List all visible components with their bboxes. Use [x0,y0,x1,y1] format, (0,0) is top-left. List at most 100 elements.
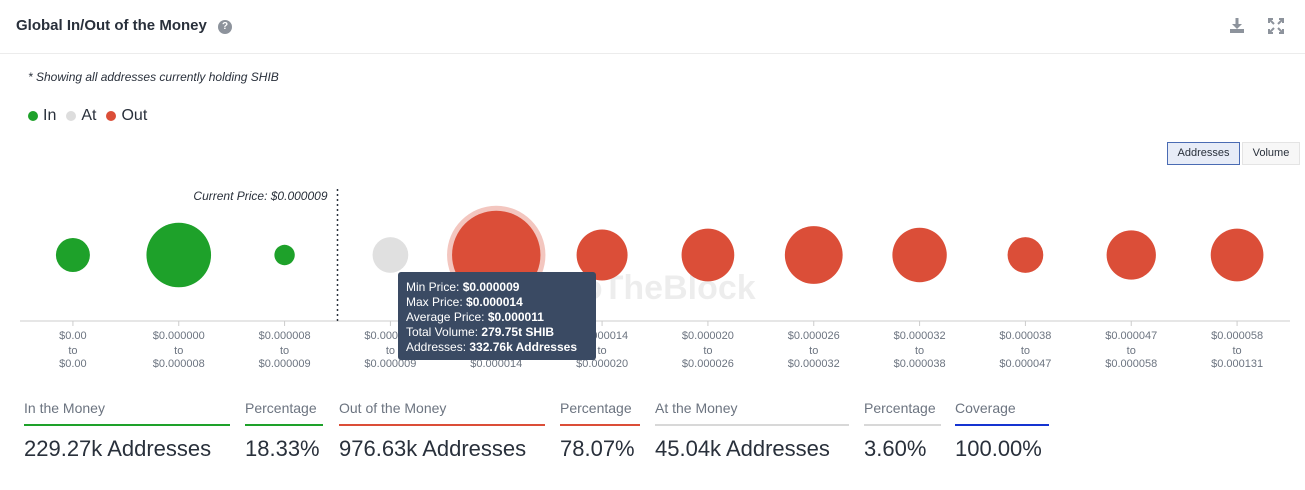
legend-label-in: In [43,107,57,124]
stat-in-the-money: In the Money 229.27k Addresses [24,400,230,462]
bubble-at [372,237,409,273]
stat-at-percentage: Percentage 3.60% [864,400,941,462]
stat-bar [560,424,640,426]
tick-label-to-word: to [809,345,818,357]
stat-value: 3.60% [864,436,927,461]
bubble-out [1210,228,1264,282]
stat-value: 78.07% [560,436,635,461]
bubble-out [892,227,947,283]
stat-bar [955,424,1049,426]
card-title: Global In/Out of the Money [16,17,207,34]
bubble-in [55,238,90,272]
bubble-out [1106,230,1156,280]
stat-label: Percentage [864,400,936,416]
volume-toggle-button[interactable]: Volume [1242,142,1300,165]
stat-coverage: Coverage 100.00% [955,400,1049,462]
tick-label-from: $0.00 [59,330,87,342]
tooltip-volume-value: 279.75t SHIB [481,325,555,339]
stat-bar [245,424,323,426]
tooltip-min-label: Min Price: [406,280,460,294]
bubble-in [146,222,212,288]
tick-label-to: $0.000009 [259,358,311,370]
expand-icon[interactable] [1267,17,1285,35]
tooltip-volume-label: Total Volume: [406,325,479,339]
stat-bar [655,424,849,426]
tooltip-avg-label: Average Price: [406,310,485,324]
tick-label-to: $0.000009 [364,358,416,370]
tooltip-avg-value: $0.000011 [487,310,544,324]
tick-label-to-word: to [174,345,183,357]
tick-label-to-word: to [597,345,606,357]
stat-value: 229.27k Addresses [24,436,212,461]
holding-note: * Showing all addresses currently holdin… [28,70,279,84]
stat-out-percentage: Percentage 78.07% [560,400,640,462]
tooltip-addresses-label: Addresses: [406,340,467,354]
tooltip-max-value: $0.000014 [466,295,523,309]
tooltip-addresses-value: 332.76k Addresses [469,340,578,354]
tick-label-to-word: to [280,345,289,357]
stat-label: Percentage [245,400,317,416]
addresses-toggle-button[interactable]: Addresses [1167,142,1240,165]
tick-label-to-word: to [1127,345,1136,357]
tick-label-from: $0.000047 [1105,330,1157,342]
legend-label-out: Out [121,107,148,124]
stat-bar [339,424,545,426]
stat-at-the-money: At the Money 45.04k Addresses [655,400,849,462]
tick-label-to: $0.000008 [153,358,205,370]
tooltip-min-value: $0.000009 [462,280,520,294]
tick-label-to-word: to [915,345,924,357]
question-circle-icon[interactable]: ? [218,20,232,34]
chart-legend: In At Out [28,107,157,125]
tick-label-to: $0.000014 [470,358,522,370]
stat-label: In the Money [24,400,105,416]
tick-label-to-word: to [1021,345,1030,357]
legend-item-in[interactable]: In [28,107,56,125]
tick-label-to: $0.000047 [999,358,1051,370]
legend-label-at: At [81,107,97,124]
tooltip-max-label: Max Price: [406,295,463,309]
bubble-chart: IntoTheBlock$0.00to$0.00$0.000000to$0.00… [20,189,1290,370]
tick-label-to: $0.000038 [894,358,946,370]
tick-label-to: $0.000032 [788,358,840,370]
tick-label-to-word: to [386,345,395,357]
tick-label-from: $0.000020 [682,330,734,342]
tick-label-to-word: to [703,345,712,357]
stat-bar [864,424,941,426]
tick-label-from: $0.000008 [259,330,311,342]
stat-in-percentage: Percentage 18.33% [245,400,323,462]
legend-dot-in [28,111,38,121]
stat-value: 100.00% [955,436,1042,461]
tick-label-to: $0.000020 [576,358,628,370]
legend-dot-at [66,111,77,121]
stat-value: 18.33% [245,436,320,461]
stat-label: Out of the Money [339,400,447,416]
legend-item-at[interactable]: At [66,107,96,125]
stat-value: 976.63k Addresses [339,436,527,461]
tick-label-to: $0.00 [59,358,87,370]
current-price-label: Current Price: $0.000009 [193,189,327,203]
stat-out-of-the-money: Out of the Money 976.63k Addresses [339,400,545,462]
bubble-in [274,244,295,266]
legend-item-out[interactable]: Out [106,107,147,125]
stat-bar [24,424,230,426]
stat-label: At the Money [655,400,738,416]
chart-tooltip: Min Price: $0.000009 Max Price: $0.00001… [398,272,596,360]
summary-stats: In the Money 229.27k Addresses Percentag… [0,400,1305,480]
tick-label-to: $0.000026 [682,358,734,370]
tick-label-from: $0.000058 [1211,330,1263,342]
tick-label-from: $0.000026 [788,330,840,342]
bubble-out [576,229,628,281]
tick-label-from: $0.000038 [999,330,1051,342]
tick-label-to: $0.000058 [1105,358,1157,370]
tick-label-to: $0.000131 [1211,358,1263,370]
stat-value: 45.04k Addresses [655,436,830,461]
stat-label: Coverage [955,400,1016,416]
bubble-out [681,228,735,282]
tick-label-to-word: to [68,345,77,357]
tick-label-from: $0.000032 [894,330,946,342]
stat-label: Percentage [560,400,632,416]
download-icon[interactable] [1228,17,1246,35]
tick-label-to-word: to [1232,345,1241,357]
bubble-out [784,226,843,284]
tick-label-from: $0.000000 [153,330,205,342]
